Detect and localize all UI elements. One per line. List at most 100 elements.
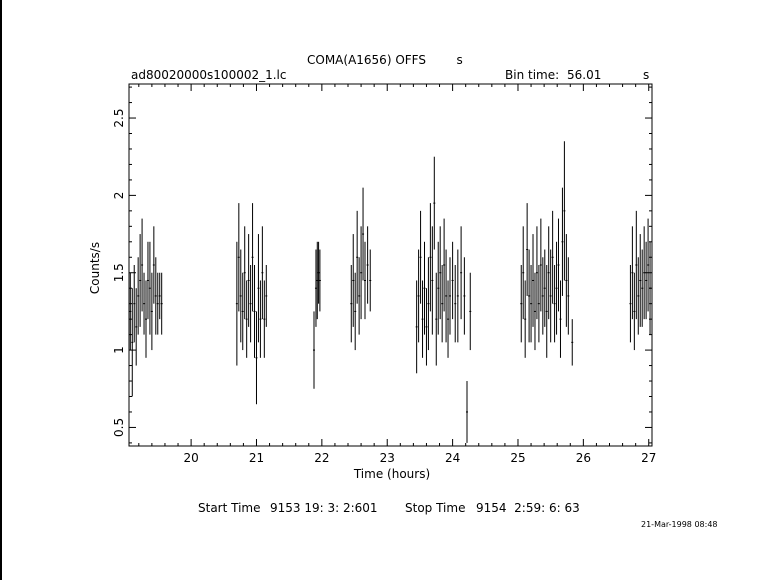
data-point <box>439 226 442 320</box>
y-axis-ticks: 0.5 1 1.5 2 2.5 <box>112 86 652 444</box>
data-point <box>249 265 252 343</box>
data-point <box>243 226 246 320</box>
bin-time-label: Bin time: <box>505 68 560 82</box>
x-tick-label: 20 <box>183 451 198 465</box>
data-point <box>454 265 457 343</box>
data-point <box>156 272 159 335</box>
data-point <box>313 311 316 389</box>
data-point <box>245 280 248 358</box>
data-point <box>441 265 444 343</box>
plot-title: COMA(A1656) OFFS s <box>307 53 463 67</box>
data-point <box>465 381 468 443</box>
data-point <box>369 249 372 312</box>
data-point <box>239 249 242 343</box>
data-point <box>354 272 357 351</box>
x-tick-label: 21 <box>249 451 264 465</box>
data-point <box>146 241 149 320</box>
data-point <box>261 226 264 320</box>
data-point <box>520 265 523 343</box>
data-point <box>423 241 426 335</box>
data-point <box>366 226 369 304</box>
data-point <box>259 280 262 358</box>
data-point <box>633 272 636 351</box>
data-point <box>160 272 163 335</box>
data-point <box>563 141 566 281</box>
data-point <box>364 241 367 320</box>
data-point <box>318 249 321 312</box>
data-points <box>129 141 652 443</box>
data-point <box>448 257 451 335</box>
stop-time-value: 9154 2:59: 6: 63 <box>476 501 580 515</box>
data-point <box>362 187 365 281</box>
data-point <box>447 280 450 358</box>
data-point <box>158 272 161 320</box>
data-point <box>541 257 544 335</box>
x-tick-label: 23 <box>380 451 395 465</box>
data-point <box>522 226 525 320</box>
x-tick-label: 27 <box>641 451 656 465</box>
data-point <box>528 249 531 343</box>
data-point <box>451 241 454 320</box>
data-point <box>129 272 132 351</box>
data-point <box>460 226 463 320</box>
data-point <box>133 265 136 343</box>
data-point <box>445 249 448 343</box>
stop-time-label: Stop Time <box>405 501 466 515</box>
data-point <box>537 265 540 343</box>
data-point <box>549 249 552 343</box>
data-point <box>649 241 652 335</box>
data-point <box>469 272 472 351</box>
data-point <box>526 203 529 296</box>
data-point <box>435 272 438 366</box>
data-point <box>135 288 138 366</box>
data-point <box>641 249 644 327</box>
data-point <box>255 311 258 405</box>
data-point <box>144 280 147 358</box>
x-tick-label: 24 <box>445 451 460 465</box>
data-point <box>645 241 648 320</box>
data-point <box>427 257 430 351</box>
data-point <box>314 249 317 327</box>
data-point <box>152 226 155 304</box>
file-name-label: ad80020000s100002_1.lc <box>131 68 287 82</box>
bin-time-value: 56.01 <box>567 68 602 82</box>
data-point <box>565 234 568 327</box>
data-point <box>421 280 424 358</box>
data-point <box>553 265 556 343</box>
data-point <box>647 218 650 312</box>
y-tick-label: 1 <box>112 346 126 354</box>
data-point <box>141 218 144 312</box>
plot-timestamp: 21-Mar-1998 08:48 <box>641 520 718 529</box>
data-point <box>419 210 422 304</box>
data-point <box>555 241 558 335</box>
data-point <box>433 156 436 250</box>
data-point <box>561 187 564 296</box>
data-point <box>148 241 151 335</box>
data-point <box>257 234 260 343</box>
data-point <box>350 265 353 343</box>
y-tick-label: 1.5 <box>112 263 126 282</box>
data-point <box>532 234 535 327</box>
data-point <box>247 234 250 327</box>
data-point <box>567 257 570 335</box>
data-point <box>358 257 361 335</box>
data-point <box>535 226 538 320</box>
data-point <box>235 241 238 366</box>
data-point <box>241 272 244 351</box>
data-point <box>629 265 632 343</box>
data-point <box>137 257 140 335</box>
data-point <box>637 257 640 335</box>
data-point <box>533 272 536 351</box>
data-point <box>530 265 533 343</box>
data-point <box>317 241 320 304</box>
bin-time-unit: s <box>643 68 650 82</box>
plot-border <box>128 83 653 447</box>
data-point <box>437 241 440 335</box>
data-point <box>431 226 434 335</box>
data-point <box>545 265 548 358</box>
data-point <box>143 272 146 335</box>
data-point <box>150 272 153 351</box>
x-tick-label: 22 <box>314 451 329 465</box>
y-tick-label: 0.5 <box>112 418 126 437</box>
